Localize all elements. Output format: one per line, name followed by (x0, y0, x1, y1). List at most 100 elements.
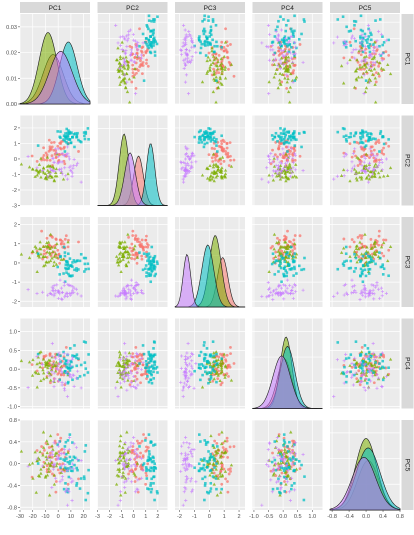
point-g2 (279, 254, 283, 258)
point-g3 (350, 50, 354, 55)
point-g2 (367, 44, 370, 48)
point-g0 (375, 71, 378, 75)
point-g1 (53, 174, 57, 178)
point-g1 (287, 100, 292, 104)
point-g2 (59, 466, 62, 469)
point-g2 (370, 354, 373, 358)
point-g2 (345, 259, 348, 263)
point-g3 (52, 385, 56, 389)
point-g1 (218, 63, 223, 67)
point-g1 (205, 69, 210, 73)
point-g1 (214, 175, 218, 179)
point-g3 (182, 490, 186, 494)
point-g2 (359, 353, 363, 356)
point-g1 (284, 482, 288, 486)
point-g2 (378, 256, 382, 260)
point-g3 (123, 292, 127, 296)
point-g1 (123, 81, 127, 85)
point-g2 (62, 487, 66, 491)
point-g2 (69, 459, 72, 463)
point-g1 (66, 240, 70, 244)
point-g1 (223, 40, 228, 44)
point-g0 (134, 345, 138, 349)
point-g1 (52, 482, 57, 486)
point-g1 (220, 155, 225, 159)
point-g3 (359, 145, 363, 149)
point-g2 (278, 41, 281, 44)
point-g3 (188, 32, 192, 37)
point-g1 (284, 175, 289, 179)
point-g2 (71, 354, 74, 357)
point-g3 (190, 490, 194, 494)
point-g3 (132, 60, 136, 65)
point-g2 (144, 267, 147, 271)
point-g2 (282, 256, 285, 260)
point-g2 (295, 458, 298, 461)
y-tick-label-PC3: 2 (14, 223, 17, 229)
point-g2 (36, 144, 40, 147)
point-g1 (116, 461, 121, 465)
point-g2 (67, 367, 70, 370)
point-g2 (147, 27, 150, 31)
point-g1 (352, 167, 357, 171)
point-g0 (47, 138, 51, 142)
point-g3 (123, 351, 127, 355)
point-g3 (345, 168, 350, 173)
point-g2 (145, 271, 148, 274)
point-g2 (152, 39, 155, 43)
point-g2 (152, 266, 155, 270)
point-g2 (292, 131, 296, 135)
point-g2 (149, 35, 152, 38)
point-g2 (150, 460, 154, 464)
point-g3 (183, 28, 187, 32)
point-g2 (353, 252, 356, 256)
point-g2 (147, 433, 151, 436)
point-g1 (48, 173, 53, 177)
point-g0 (133, 257, 136, 261)
point-g2 (204, 130, 208, 133)
point-g0 (369, 243, 373, 247)
point-g1 (214, 350, 218, 354)
point-g3 (55, 151, 59, 155)
point-g2 (147, 38, 151, 42)
strip-top-label-PC3: PC3 (204, 5, 217, 12)
point-g2 (372, 371, 375, 374)
point-g2 (153, 360, 157, 363)
point-g2 (84, 256, 88, 260)
point-g1 (124, 264, 129, 268)
point-g3 (190, 39, 194, 43)
point-g0 (45, 236, 49, 240)
point-g2 (285, 271, 289, 274)
panel-PC1-PC1 (19, 14, 91, 105)
point-g1 (33, 174, 37, 178)
point-g3 (120, 453, 124, 458)
point-g1 (126, 370, 131, 374)
point-g2 (273, 261, 277, 264)
point-g3 (118, 498, 122, 503)
point-g1 (41, 371, 46, 375)
point-g2 (141, 463, 145, 467)
point-g2 (141, 344, 145, 347)
point-g2 (211, 444, 215, 447)
point-g0 (282, 436, 286, 440)
point-g1 (121, 65, 125, 69)
point-g3 (344, 40, 348, 45)
point-g0 (42, 355, 46, 359)
point-g2 (211, 455, 214, 459)
point-g2 (284, 133, 288, 137)
point-g3 (67, 359, 71, 363)
point-g1 (348, 363, 352, 367)
point-g2 (381, 135, 384, 139)
point-g2 (381, 273, 385, 276)
point-g0 (145, 448, 149, 452)
point-g0 (130, 451, 134, 455)
point-g3 (133, 39, 138, 43)
point-g3 (125, 457, 129, 461)
point-g3 (350, 373, 355, 377)
point-g2 (286, 445, 289, 448)
point-g1 (120, 40, 124, 44)
point-g2 (212, 136, 216, 140)
point-g2 (286, 137, 290, 141)
point-g1 (339, 173, 344, 177)
point-g2 (207, 381, 210, 385)
